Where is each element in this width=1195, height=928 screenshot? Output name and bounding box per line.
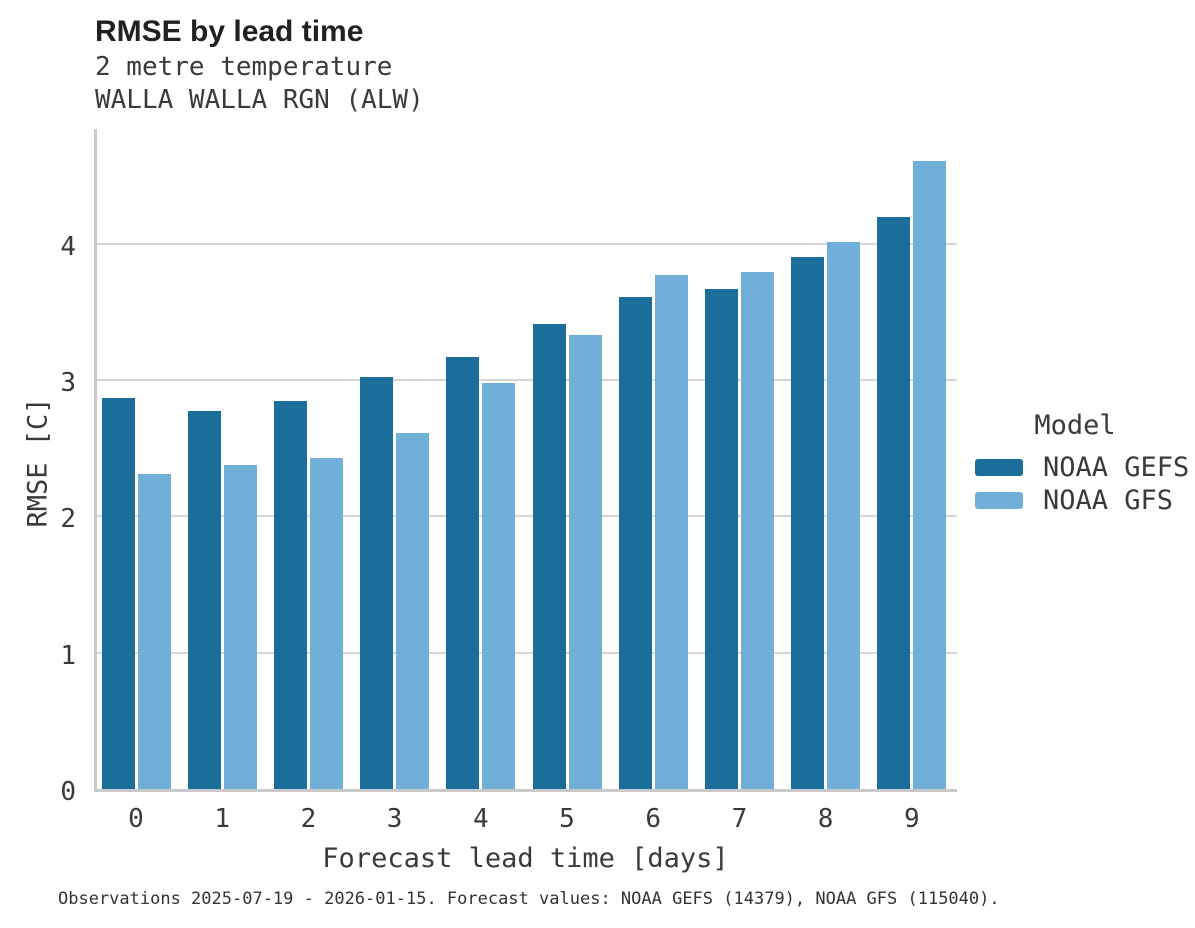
bar-noaa-gfs-day8 (827, 242, 861, 789)
bar-noaa-gefs-day7 (704, 289, 738, 789)
legend-entry-noaa-gfs: NOAA GFS (975, 484, 1195, 517)
legend-entries: NOAA GEFS NOAA GFS (975, 451, 1195, 517)
bar-noaa-gfs-day2 (309, 458, 343, 789)
y-tick-label-1: 1 (60, 640, 76, 671)
chart-subtitle: 2 metre temperature WALLA WALLA RGN (ALW) (95, 51, 424, 117)
legend-swatch-icon (975, 459, 1023, 476)
x-tick-label-8: 8 (817, 804, 834, 834)
bar-noaa-gfs-day7 (740, 272, 774, 789)
legend-entry-noaa-gefs: NOAA GEFS (975, 451, 1195, 484)
bar-noaa-gefs-day5 (532, 324, 566, 789)
subtitle-location: WALLA WALLA RGN (ALW) (95, 85, 424, 115)
legend-label: NOAA GEFS (1043, 452, 1190, 483)
x-tick-label-4: 4 (472, 804, 489, 834)
x-tick-label-0: 0 (128, 804, 144, 834)
bar-noaa-gefs-day9 (877, 217, 911, 789)
legend: Model NOAA GEFS NOAA GFS (975, 410, 1195, 517)
bar-noaa-gfs-day1 (223, 465, 257, 789)
x-tick-label-3: 3 (386, 804, 403, 834)
bar-noaa-gfs-day6 (654, 275, 688, 789)
x-tick-label-6: 6 (645, 804, 662, 834)
bar-noaa-gefs-day2 (273, 401, 307, 789)
y-tick-label-2: 2 (60, 504, 76, 535)
legend-label: NOAA GFS (1043, 485, 1174, 516)
bar-noaa-gfs-day4 (482, 383, 516, 789)
bar-noaa-gefs-day8 (791, 257, 825, 789)
y-tick-label-0: 0 (60, 777, 76, 807)
x-axis-label: Forecast lead time [days] (322, 843, 729, 874)
plot-area (94, 129, 957, 792)
legend-swatch-icon (975, 492, 1023, 509)
bar-noaa-gfs-day9 (913, 161, 947, 789)
subtitle-variable: 2 metre temperature (95, 52, 393, 82)
bar-noaa-gefs-day1 (187, 411, 221, 789)
gridline-y4 (97, 242, 957, 245)
gridline-y3 (97, 379, 957, 382)
chart-title: RMSE by lead time (95, 15, 364, 48)
bar-noaa-gefs-day6 (618, 297, 652, 789)
bar-noaa-gfs-day3 (396, 433, 430, 789)
gridline-y1 (97, 651, 957, 654)
x-tick-label-2: 2 (300, 804, 317, 834)
x-tick-label-1: 1 (214, 804, 231, 834)
bar-noaa-gfs-day5 (568, 335, 602, 789)
bar-noaa-gefs-day4 (446, 357, 480, 789)
y-tick-label-3: 3 (60, 368, 76, 399)
bar-noaa-gefs-day3 (360, 377, 394, 789)
bar-noaa-gfs-day0 (137, 474, 171, 789)
figure-caption: Observations 2025-07-19 - 2026-01-15. Fo… (58, 889, 1000, 909)
y-tick-label-4: 4 (60, 231, 76, 262)
bar-noaa-gefs-day0 (101, 398, 135, 789)
gridline-y2 (97, 515, 957, 518)
x-tick-label-5: 5 (559, 804, 575, 834)
x-tick-label-7: 7 (731, 804, 748, 834)
x-tick-label-9: 9 (903, 804, 920, 834)
legend-title: Model (1034, 410, 1116, 441)
